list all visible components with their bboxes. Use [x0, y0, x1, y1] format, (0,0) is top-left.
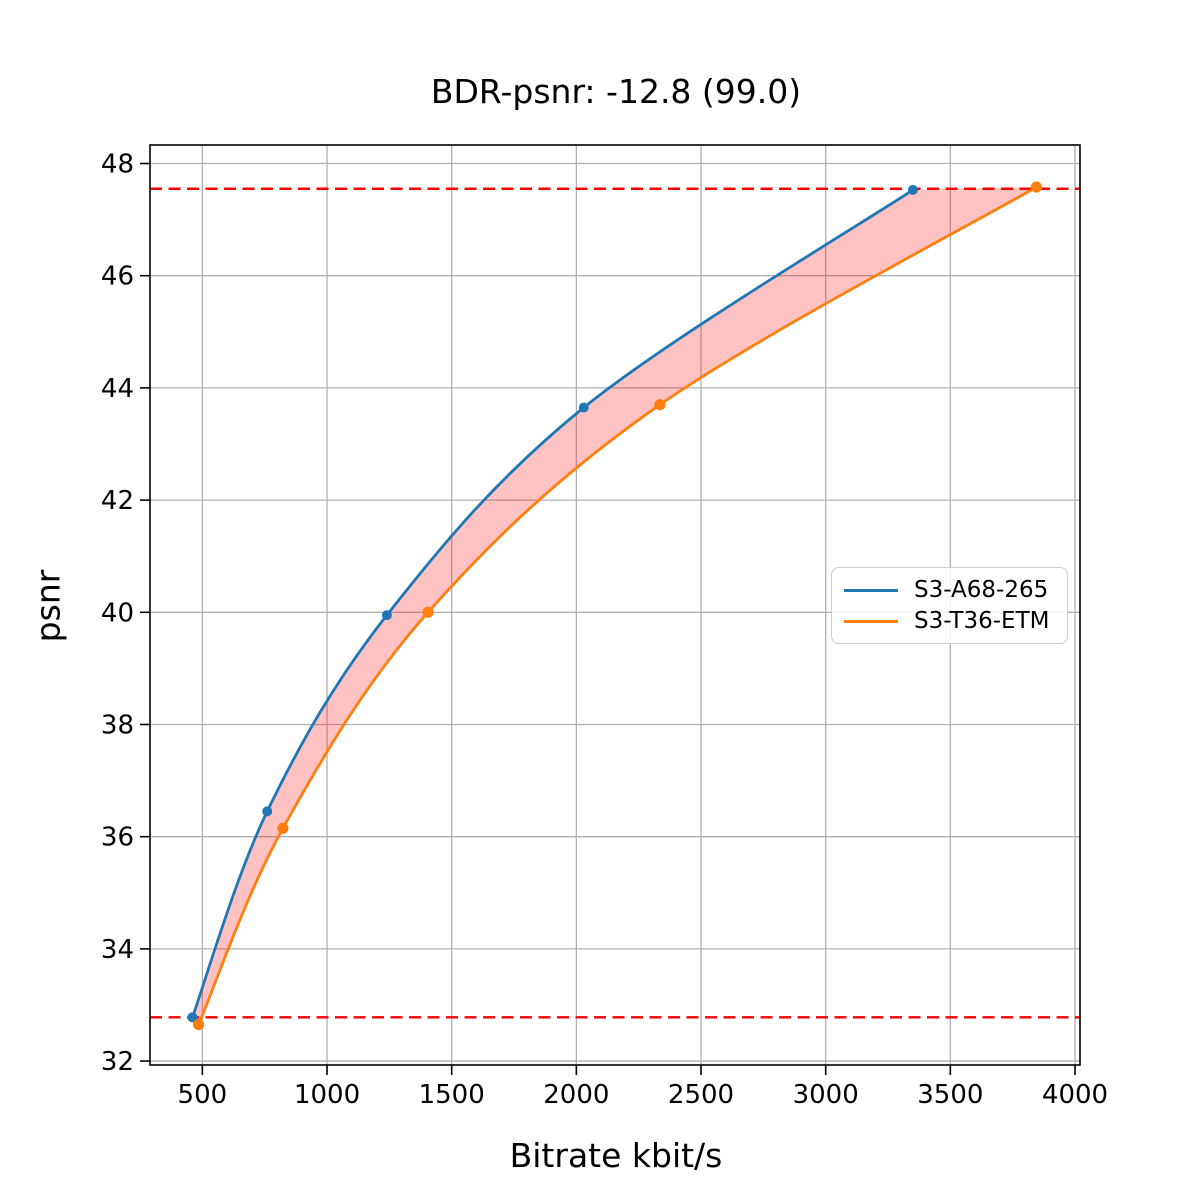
legend-entry-0: S3-A68-265 [844, 577, 1055, 603]
axes-spines [149, 144, 1081, 1066]
y-tick-label: 32 [101, 1047, 134, 1077]
data-point-0 [262, 806, 273, 817]
legend-line-swatch [844, 619, 898, 623]
x-tick-label: 2500 [668, 1080, 734, 1110]
data-point-0 [578, 402, 589, 413]
data-point-0 [187, 1012, 198, 1023]
y-tick-label: 34 [101, 935, 134, 965]
x-tick-label: 1000 [294, 1080, 360, 1110]
legend-line-swatch [844, 588, 898, 592]
data-point-1 [654, 399, 666, 411]
y-tick-label: 46 [101, 262, 134, 292]
y-axis-label: psnr [28, 569, 68, 643]
legend: S3-A68-265 S3-T36-ETM [831, 567, 1068, 644]
data-point-0 [907, 184, 918, 195]
data-point-1 [1030, 181, 1042, 193]
y-tick-label: 38 [101, 710, 134, 740]
x-tick-label: 3000 [793, 1080, 859, 1110]
data-point-0 [381, 610, 392, 621]
x-tick-label: 2000 [543, 1080, 609, 1110]
x-tick-label: 500 [178, 1080, 228, 1110]
data-point-1 [193, 1019, 205, 1031]
x-axis-label: Bitrate kbit/s [509, 1136, 723, 1175]
x-tick-label: 1500 [419, 1080, 485, 1110]
data-point-1 [277, 822, 289, 834]
series-curve-0 [191, 188, 914, 1018]
data-point-1 [422, 606, 434, 618]
x-tick-label: 3500 [917, 1080, 983, 1110]
x-tick-label: 4000 [1042, 1080, 1108, 1110]
legend-label: S3-T36-ETM [914, 608, 1050, 634]
y-tick-label: 36 [101, 823, 134, 853]
series-curve-1 [197, 185, 1038, 1026]
y-tick-label: 48 [101, 150, 134, 180]
chart-title: BDR-psnr: -12.8 (99.0) [430, 72, 802, 111]
legend-entry-1: S3-T36-ETM [844, 608, 1055, 634]
y-tick-label: 40 [101, 598, 134, 628]
y-tick-label: 44 [101, 374, 134, 404]
y-tick-label: 42 [101, 486, 134, 516]
legend-label: S3-A68-265 [914, 577, 1049, 603]
